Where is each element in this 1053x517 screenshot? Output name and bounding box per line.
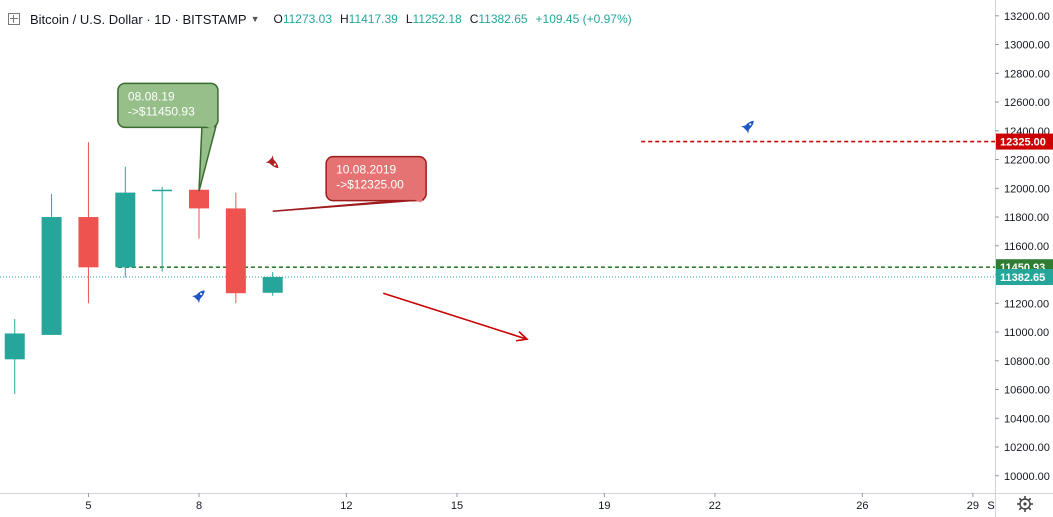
candle-body <box>189 189 209 209</box>
callout-seam <box>411 198 423 203</box>
callout-line2: ->$12325.00 <box>336 178 404 192</box>
close-value: 11382.65 <box>478 12 528 26</box>
rocket-fin <box>197 298 201 304</box>
callout: 10.08.2019->$12325.00 <box>272 155 427 213</box>
trend-arrow-head <box>515 331 529 342</box>
candle-body <box>41 217 62 335</box>
candle-body <box>78 217 99 268</box>
candle-body <box>152 189 173 192</box>
candle-body <box>225 208 246 294</box>
interval-label[interactable]: 1D <box>154 11 171 27</box>
y-tick-label: 12200.00 <box>1004 155 1050 167</box>
x-tick-label: 29 <box>967 500 979 512</box>
price-label-box <box>996 269 1053 286</box>
rocket-icon <box>741 120 754 134</box>
y-tick-label: 11200.00 <box>1004 298 1049 310</box>
y-tick-label: 10000.00 <box>1004 471 1050 483</box>
callout-seam <box>203 125 215 130</box>
x-tick-label: 15 <box>451 500 463 512</box>
drawings-layer: 08.08.19->$11450.93 10.08.2019->$12325.00 <box>117 82 754 342</box>
callout-box <box>117 82 219 129</box>
rocket-fin <box>191 295 197 298</box>
trend-arrow <box>383 292 529 342</box>
rocket-icon <box>191 290 205 304</box>
callout-line1: 08.08.19 <box>128 89 175 103</box>
y-tick-label: 12600.00 <box>1004 97 1050 109</box>
sep-dot: · <box>174 11 179 27</box>
rocket-body <box>194 290 205 301</box>
low-key: L <box>405 12 413 26</box>
open-value: 11273.03 <box>282 12 332 26</box>
gear-icon[interactable] <box>1017 496 1033 512</box>
x-tick-label: 26 <box>856 500 868 512</box>
rocket-fin <box>741 125 746 128</box>
callout-line2: ->$11450.93 <box>128 104 195 118</box>
expand-icon[interactable] <box>8 13 20 25</box>
close-key: C <box>469 12 479 26</box>
x-tick-label: 5 <box>85 500 91 512</box>
x-tick-label: 22 <box>709 500 721 512</box>
candles-layer <box>4 142 283 394</box>
trend-arrow-shaft <box>383 292 528 340</box>
y-tick-label: 12000.00 <box>1004 183 1050 195</box>
candle-body <box>262 277 283 293</box>
high-key: H <box>340 12 349 26</box>
callout-pointer <box>198 125 217 192</box>
candle-body <box>115 192 136 268</box>
price-label: 12325.00 <box>1000 137 1046 149</box>
rocket-fin <box>747 128 750 134</box>
y-tick-label: 10800.00 <box>1004 356 1050 368</box>
symbol-name[interactable]: Bitcoin / U.S. Dollar <box>30 11 143 27</box>
sep-dot: · <box>146 11 151 27</box>
callout-box <box>325 155 427 202</box>
rocket-body <box>268 157 279 169</box>
chevron-down-icon[interactable]: ▼ <box>250 14 260 24</box>
rocket-fin <box>271 155 274 160</box>
y-tick-label: 10600.00 <box>1004 385 1050 397</box>
rocket-window <box>200 292 203 296</box>
y-tick-label: 13000.00 <box>1004 40 1050 52</box>
x-tick-label: 12 <box>340 500 352 512</box>
y-tick-label: 11000.00 <box>1004 327 1049 339</box>
change-value: +109.45 (+0.97%) <box>535 12 632 26</box>
y-tick-label: 13200.00 <box>1004 11 1050 23</box>
y-tick-label: 10400.00 <box>1004 413 1050 425</box>
candle-body <box>4 333 25 360</box>
open-key: O <box>273 12 283 26</box>
rocket-body <box>743 120 754 132</box>
rocket-fin <box>265 161 271 164</box>
levels-layer <box>0 140 995 278</box>
x-tick-label: 8 <box>196 500 202 512</box>
price-label-box <box>996 133 1053 150</box>
x-end-label: S <box>987 500 994 512</box>
y-tick-label: 12800.00 <box>1004 68 1050 80</box>
rocket-icon <box>265 155 279 169</box>
price-label: 11382.65 <box>1000 272 1045 284</box>
high-value: 11417.39 <box>348 12 398 26</box>
rocket-window <box>749 123 752 126</box>
callout: 08.08.19->$11450.93 <box>117 82 219 192</box>
chart-header: Bitcoin / U.S. Dollar · 1D · BITSTAMP ▼ … <box>8 10 632 28</box>
y-tick-label: 11600.00 <box>1004 241 1049 253</box>
x-tick-label: 19 <box>598 500 610 512</box>
y-tick-label: 11800.00 <box>1004 212 1049 224</box>
exchange-label[interactable]: BITSTAMP <box>182 11 247 27</box>
callout-line1: 10.08.2019 <box>336 163 396 177</box>
rocket-window <box>273 163 276 166</box>
y-tick-label: 10200.00 <box>1004 442 1050 454</box>
low-value: 11252.18 <box>412 12 462 26</box>
